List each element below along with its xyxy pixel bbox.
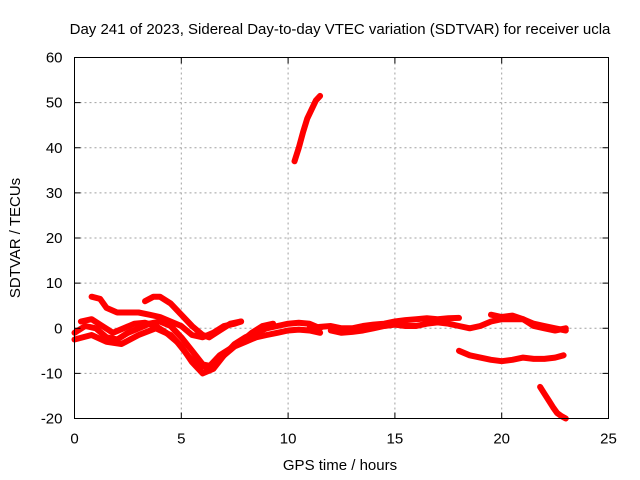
series-trace-10: [456, 347, 567, 365]
grid-lines: [74, 57, 609, 419]
y-tick-label: -20: [41, 411, 63, 428]
y-tick-label: 0: [54, 320, 62, 337]
axis-ticks: [74, 57, 609, 419]
x-tick-label: 25: [600, 431, 617, 448]
y-tick-label: 20: [46, 230, 63, 247]
x-tick-label: 15: [387, 431, 404, 448]
series-trace-11: [537, 383, 569, 422]
tick-labels: 0 5 10 15 20 25 -20 -10 0 10 20 30 40 50 60: [41, 50, 617, 448]
x-tick-label: 0: [70, 431, 78, 448]
x-tick-label: 10: [280, 431, 297, 448]
series-trace-2: [71, 318, 324, 370]
y-axis-label: SDTVAR / TECUs: [7, 178, 24, 298]
y-tick-label: 40: [46, 140, 63, 157]
y-tick-label: 60: [46, 50, 63, 67]
series-trace-6: [291, 92, 324, 165]
y-tick-label: 50: [46, 95, 63, 112]
x-axis-label: GPS time / hours: [283, 457, 397, 474]
y-tick-label: 10: [46, 275, 63, 292]
series-trace-9: [488, 311, 569, 334]
y-tick-label: 30: [46, 185, 63, 202]
data-series: [71, 92, 569, 422]
series-trace-5: [142, 293, 245, 341]
y-tick-label: -10: [41, 365, 63, 382]
chart-title: Day 241 of 2023, Sidereal Day-to-day VTE…: [70, 21, 611, 38]
x-tick-label: 20: [493, 431, 510, 448]
series-trace-3: [77, 316, 277, 370]
x-tick-label: 5: [177, 431, 185, 448]
